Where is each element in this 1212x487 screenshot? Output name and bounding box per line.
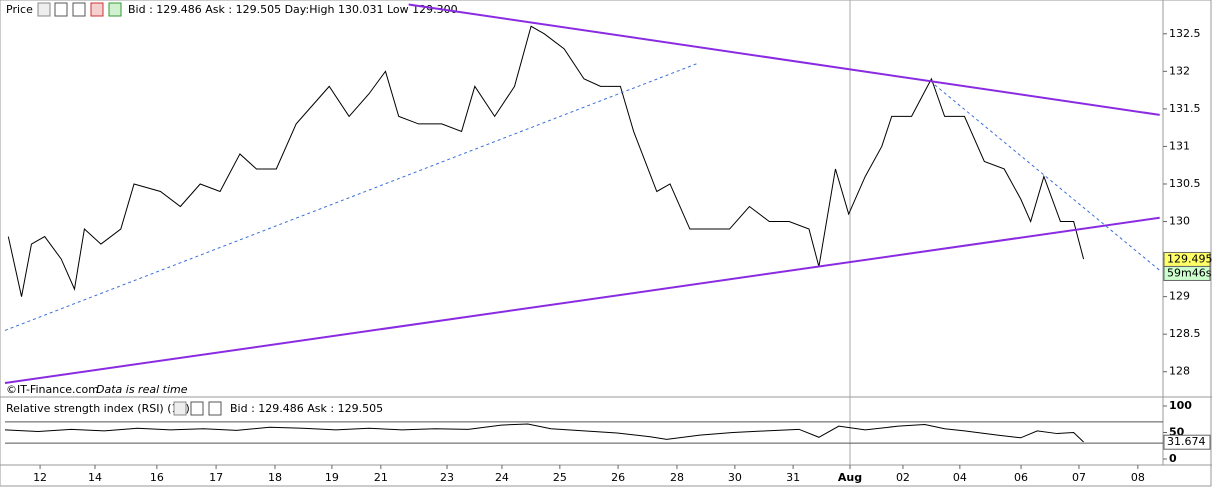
x-tick-label: 04: [953, 471, 967, 484]
price-line: [7, 25, 1085, 297]
trend-line: [4, 216, 1160, 384]
pane-title: Price: [6, 3, 33, 16]
x-tick-label: 12: [33, 471, 47, 484]
last-value: 31.674: [1167, 435, 1206, 448]
tool-icon[interactable]: [208, 401, 222, 416]
x-tick-label: 23: [440, 471, 454, 484]
quote: Bid : 129.486 Ask : 129.505: [230, 402, 383, 415]
last-value-box: [1163, 434, 1211, 450]
y-tick-label: 0: [1169, 452, 1177, 465]
y-tick-label: 128.5: [1169, 327, 1201, 340]
tool-icon[interactable]: [173, 401, 187, 416]
y-tick-label: 130.5: [1169, 177, 1201, 190]
y-tick-label: 132: [1169, 64, 1190, 77]
y-tick-label: 130: [1169, 215, 1190, 228]
tool-icon[interactable]: [37, 2, 51, 17]
y-tick-label: 132.5: [1169, 27, 1201, 40]
price-line: [4, 423, 1084, 443]
x-tick-label: 17: [209, 471, 223, 484]
tool-icon[interactable]: [72, 2, 86, 17]
x-tick-label: 25: [553, 471, 567, 484]
trend-line: [408, 3, 1160, 116]
x-tick-label: 08: [1131, 471, 1145, 484]
countdown: 59m46s: [1167, 266, 1212, 279]
x-tick-label: 21: [374, 471, 388, 484]
source: ©IT-Finance.com: [6, 383, 99, 396]
x-tick-label: 28: [670, 471, 684, 484]
x-tick-label: 02: [896, 471, 910, 484]
toolbar[interactable]: [37, 2, 122, 17]
source-note: Data is real time: [96, 383, 188, 396]
x-tick-label: 24: [495, 471, 509, 484]
y-tick-label: 128: [1169, 365, 1190, 378]
countdown-box: [1163, 265, 1211, 281]
x-tick-label: Aug: [838, 471, 862, 484]
y-tick-label: 131: [1169, 139, 1190, 152]
tool-icon[interactable]: [108, 2, 122, 17]
x-tick-label: 30: [728, 471, 742, 484]
x-tick-label: 07: [1072, 471, 1086, 484]
y-tick-label: 131.5: [1169, 102, 1201, 115]
x-tick-label: 18: [268, 471, 282, 484]
y-tick-label: 129: [1169, 290, 1190, 303]
x-tick-label: 19: [325, 471, 339, 484]
pane-title: Relative strength index (RSI) (14): [6, 402, 190, 415]
y-tick-label: 100: [1169, 399, 1192, 412]
trend-line: [934, 84, 1161, 271]
x-tick-label: 16: [150, 471, 164, 484]
tool-icon[interactable]: [54, 2, 68, 17]
toolbar[interactable]: [173, 401, 222, 416]
last-value: 129.495: [1167, 252, 1212, 265]
tool-icon[interactable]: [90, 2, 104, 17]
tool-icon[interactable]: [190, 401, 204, 416]
x-tick-label: 31: [786, 471, 800, 484]
quote: Bid : 129.486 Ask : 129.505 Day:High 130…: [128, 3, 458, 16]
x-tick-label: 26: [611, 471, 625, 484]
x-tick-label: 06: [1014, 471, 1028, 484]
x-tick-label: 14: [88, 471, 102, 484]
